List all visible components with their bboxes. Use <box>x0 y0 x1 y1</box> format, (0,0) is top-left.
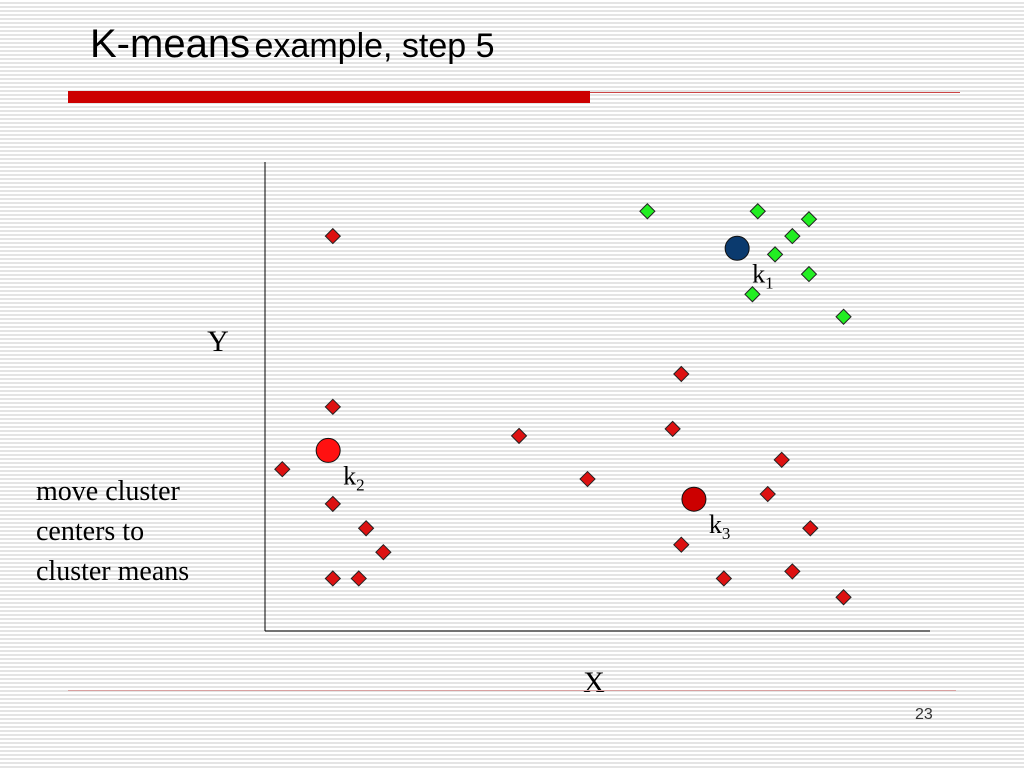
red-data-point-13 <box>673 536 690 553</box>
data-points <box>274 203 852 606</box>
title-divider-line <box>590 92 960 93</box>
green-data-point-8 <box>835 308 852 325</box>
note-line-1: move cluster <box>36 476 180 507</box>
green-data-point-1 <box>639 203 656 220</box>
center-k1-label: k1 <box>752 259 774 292</box>
red-data-point-12 <box>802 520 819 537</box>
title-sub: example, step 5 <box>254 27 495 65</box>
red-data-point-15 <box>324 570 342 587</box>
cluster-centers: k1 k2 k3 <box>315 235 774 543</box>
center-k1-marker <box>724 235 750 261</box>
title-accent-bar <box>68 91 590 103</box>
note-line-2: centers to <box>36 516 145 547</box>
red-data-point-19 <box>835 589 852 606</box>
green-data-point-7 <box>744 286 761 303</box>
red-data-point-18 <box>784 563 801 580</box>
red-data-point-10 <box>759 485 776 503</box>
green-data-point-4 <box>784 227 801 245</box>
red-data-point-7 <box>773 451 790 469</box>
slide-note: move cluster centers to cluster means <box>36 472 256 592</box>
red-data-point-14 <box>375 544 392 561</box>
red-data-point-6 <box>274 460 291 478</box>
red-data-point-17 <box>715 570 733 587</box>
slide-title: K-means example, step 5 <box>90 22 495 67</box>
center-k3-marker <box>681 486 707 512</box>
green-data-point-3 <box>800 211 818 228</box>
green-data-point-2 <box>749 203 766 220</box>
center-k3-label: k3 <box>709 510 731 543</box>
green-data-point-5 <box>766 246 784 263</box>
red-data-point-16 <box>350 570 367 587</box>
red-data-point-11 <box>357 520 375 537</box>
red-data-point-2 <box>673 365 690 383</box>
red-data-point-5 <box>664 420 681 438</box>
y-axis-label: Y <box>207 325 229 358</box>
note-line-3: cluster means <box>36 556 190 587</box>
center-k2-label: k2 <box>343 461 365 494</box>
red-data-point-1 <box>324 227 342 245</box>
page-number: 23 <box>915 706 933 723</box>
title-main: K-means <box>90 22 251 66</box>
footer-divider-line <box>68 690 956 691</box>
x-axis-label: X <box>583 666 605 699</box>
red-data-point-3 <box>324 398 342 416</box>
green-data-point-6 <box>800 265 818 283</box>
red-data-point-4 <box>510 427 528 445</box>
center-k2-marker <box>315 437 341 463</box>
red-data-point-8 <box>579 470 596 488</box>
red-data-point-9 <box>324 495 342 513</box>
